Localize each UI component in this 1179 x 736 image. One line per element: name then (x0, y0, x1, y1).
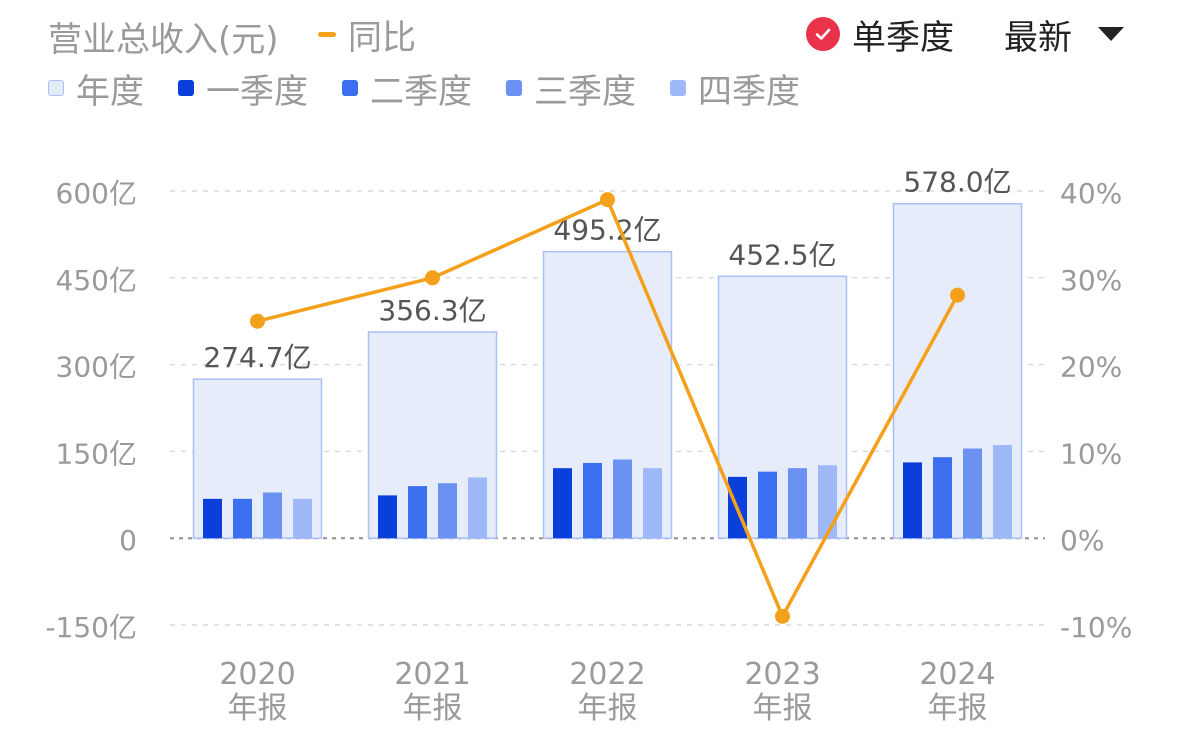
check-circle-icon (806, 17, 840, 51)
quarter-bar-q3 (438, 483, 457, 539)
legend-swatch (506, 80, 522, 96)
left-axis-tick-label: -150亿 (45, 611, 137, 644)
yoy-legend: 同比 (318, 12, 416, 58)
legend-label: 二季度 (370, 71, 472, 112)
legend-label: 三季度 (534, 71, 636, 112)
left-axis-tick-label: 450亿 (56, 264, 137, 297)
annual-value-label: 578.0亿 (903, 166, 1011, 199)
quarter-bar-q3 (263, 492, 282, 539)
x-axis-period-label: 年报 (928, 691, 988, 726)
legend-item-annual: 年度 (48, 64, 144, 113)
yoy-point (425, 270, 440, 286)
annual-value-label: 274.7亿 (203, 341, 311, 374)
quarter-bar-q2 (408, 486, 427, 539)
legend-item-q4: 四季度 (670, 64, 800, 113)
right-axis-tick-label: 40% (1060, 177, 1122, 210)
period-dropdown[interactable]: 最新 (1004, 12, 1124, 58)
chart-header: 营业总收入(元) 同比 单季度 最新 年度 一季度 二季度 三季度 (0, 0, 1179, 120)
yoy-point (600, 192, 615, 208)
quarter-bar-q4 (818, 465, 837, 539)
x-axis-period-label: 年报 (578, 691, 638, 726)
left-axis-tick-label: 0 (119, 524, 137, 557)
yoy-line-swatch (318, 31, 336, 37)
x-axis-year-label: 2022 (569, 657, 645, 692)
annual-value-label: 495.2亿 (553, 214, 661, 247)
right-axis-tick-label: 10% (1060, 437, 1122, 470)
quarter-bar-q4 (468, 477, 487, 539)
left-axis-tick-label: 150亿 (56, 437, 137, 470)
right-axis-tick-label: 30% (1060, 264, 1122, 297)
quarter-bar-q1 (378, 495, 397, 539)
single-quarter-toggle[interactable]: 单季度 (806, 12, 954, 58)
legend-item-q1: 一季度 (178, 64, 308, 113)
left-axis-tick-label: 300亿 (56, 351, 137, 384)
x-axis-year-label: 2024 (919, 657, 995, 692)
annual-value-label: 356.3亿 (378, 294, 486, 327)
annual-value-label: 452.5亿 (728, 238, 836, 271)
caret-down-icon (1098, 27, 1124, 41)
quarter-bar-q3 (963, 448, 982, 539)
right-axis-tick-label: 0% (1060, 524, 1104, 557)
yoy-point (775, 608, 790, 624)
quarter-bar-q4 (293, 498, 312, 539)
left-axis-tick-label: 600亿 (56, 177, 137, 210)
legend-swatch (670, 80, 686, 96)
quarter-bar-q2 (583, 462, 602, 539)
x-axis-year-label: 2023 (744, 657, 820, 692)
right-axis-tick-label: -10% (1060, 611, 1132, 644)
quarter-bar-q4 (643, 468, 662, 539)
legend-swatch (178, 80, 194, 96)
quarter-bar-q3 (788, 468, 807, 539)
legend-label: 一季度 (206, 71, 308, 112)
quarter-bar-q2 (933, 457, 952, 539)
series-legend: 年度 一季度 二季度 三季度 四季度 (48, 64, 834, 113)
x-axis-period-label: 年报 (228, 691, 288, 726)
legend-item-q3: 三季度 (506, 64, 636, 113)
legend-item-q2: 二季度 (342, 64, 472, 113)
period-dropdown-label: 最新 (1004, 17, 1072, 58)
single-quarter-label: 单季度 (852, 17, 954, 58)
yoy-point (250, 313, 265, 329)
x-axis-period-label: 年报 (403, 691, 463, 726)
right-axis-tick-label: 20% (1060, 351, 1122, 384)
quarter-bar-q1 (203, 498, 222, 539)
legend-label: 四季度 (698, 71, 800, 112)
quarter-bar-q2 (758, 471, 777, 539)
x-axis-year-label: 2021 (394, 657, 470, 692)
legend-swatch (342, 80, 358, 96)
chart-title: 营业总收入(元) (48, 20, 279, 60)
yoy-point (950, 287, 965, 303)
quarter-bar-q3 (613, 459, 632, 539)
quarter-bar-q1 (553, 468, 572, 539)
x-axis-year-label: 2020 (219, 657, 295, 692)
quarter-bar-q2 (233, 498, 252, 539)
yoy-legend-label: 同比 (348, 17, 416, 58)
legend-label: 年度 (76, 71, 144, 112)
x-axis-period-label: 年报 (753, 691, 813, 726)
legend-swatch (48, 80, 64, 96)
quarter-bar-q4 (993, 445, 1012, 539)
quarter-bar-q1 (903, 462, 922, 539)
